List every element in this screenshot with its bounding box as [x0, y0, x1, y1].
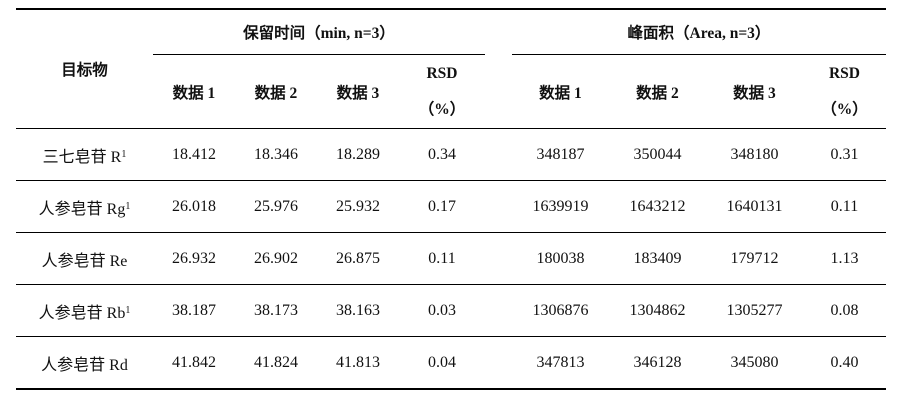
table-cell: 1639919 [532, 197, 589, 215]
group-header-area: 峰面积（Area, n=3） [627, 25, 771, 42]
row-rule-3 [16, 284, 886, 285]
table-cell: 26.902 [254, 249, 298, 267]
table-row-name: 人参皂苷 Rb 1 [38, 304, 131, 322]
table-cell: 38.163 [336, 301, 380, 319]
table-cell: 41.813 [336, 353, 380, 371]
table-cell: 348180 [730, 145, 779, 163]
table-cell: 0.31 [830, 145, 859, 163]
col-header-area-1: 数据 1 [539, 85, 582, 102]
row-rule-4 [16, 336, 886, 337]
table-cell: 0.17 [428, 197, 456, 215]
row-header: 目标物 [61, 62, 108, 79]
table-cell: 0.40 [830, 353, 859, 371]
table-row-name: 人参皂苷 Rg 1 [38, 200, 131, 218]
table-cell: 26.932 [172, 249, 216, 267]
col-header-area-2: 数据 2 [636, 85, 679, 102]
row-rule-2 [16, 232, 886, 233]
top-rule [16, 8, 886, 10]
table-cell: 18.289 [336, 145, 380, 163]
table-cell: 18.346 [254, 145, 298, 163]
table-cell: 38.187 [172, 301, 216, 319]
table-row-name: 人参皂苷 Re [41, 252, 128, 270]
col-header-rt-1: 数据 1 [172, 85, 216, 102]
table-cell: 41.824 [254, 353, 298, 371]
table-cell: 0.11 [428, 249, 456, 267]
table-cell: 1640131 [726, 197, 783, 215]
table-cell: 0.11 [830, 197, 859, 215]
table-cell: 0.03 [428, 301, 456, 319]
table-cell: 38.173 [254, 301, 298, 319]
col-header-rt-2: 数据 2 [254, 85, 298, 102]
rsd-unit: （%） [418, 101, 466, 118]
table-cell: 0.34 [428, 145, 456, 163]
table-cell: 25.932 [336, 197, 380, 215]
group-header-retention: 保留时间（min, n=3） [243, 25, 395, 42]
row-rule-1 [16, 180, 886, 181]
table-cell: 1304862 [629, 301, 686, 319]
table-cell: 346128 [633, 353, 682, 371]
table-cell: 345080 [730, 353, 779, 371]
table-cell: 180038 [536, 249, 585, 267]
table-cell: 347813 [536, 353, 585, 371]
group-rule-retention [153, 54, 485, 55]
rsd-label: RSD [426, 65, 458, 82]
col-header-rt-rsd: RSD （%） [399, 56, 485, 128]
table-cell: 179712 [730, 249, 779, 267]
table-cell: 1305277 [726, 301, 783, 319]
table-cell: 1306876 [532, 301, 589, 319]
col-header-area-rsd: RSD （%） [803, 56, 886, 128]
table-cell: 25.976 [254, 197, 298, 215]
table-cell: 0.08 [830, 301, 859, 319]
rsd-label: RSD [828, 65, 860, 82]
table-cell: 1.13 [830, 249, 859, 267]
bottom-rule [16, 388, 886, 390]
table-cell: 1643212 [629, 197, 686, 215]
table-cell: 41.842 [172, 353, 216, 371]
table-cell: 350044 [633, 145, 682, 163]
table-cell: 348187 [536, 145, 585, 163]
header-bottom-rule [16, 128, 886, 129]
table-cell: 26.875 [336, 249, 380, 267]
table-cell: 0.04 [428, 353, 456, 371]
table-cell: 26.018 [172, 197, 216, 215]
table-cell: 18.412 [172, 145, 216, 163]
col-header-area-3: 数据 3 [733, 85, 776, 102]
table-cell: 183409 [633, 249, 682, 267]
col-header-rt-3: 数据 3 [336, 85, 380, 102]
rsd-unit: （%） [821, 101, 868, 118]
group-rule-area [512, 54, 886, 55]
table-row-name: 人参皂苷 Rd [41, 356, 128, 374]
